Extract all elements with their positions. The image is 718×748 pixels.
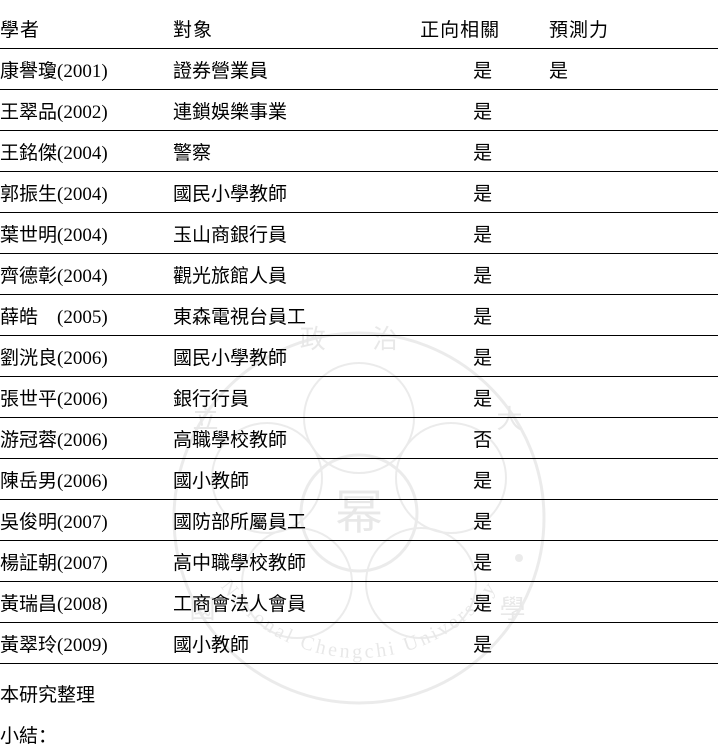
cell-scholar: 陳岳男(2006) (0, 459, 169, 500)
cell-scholar: 齊德彰(2004) (0, 254, 169, 295)
cell-prediction (549, 377, 718, 418)
cell-correlation: 是 (380, 377, 549, 418)
cell-subject: 高中職學校教師 (169, 541, 380, 582)
table-row: 薛皓 (2005)東森電視台員工是 (0, 295, 718, 336)
footer-section: 小結： (0, 721, 718, 748)
cell-subject: 高職學校教師 (169, 418, 380, 459)
cell-scholar: 王翠品(2002) (0, 90, 169, 131)
cell-scholar: 楊証朝(2007) (0, 541, 169, 582)
cell-correlation: 是 (380, 90, 549, 131)
cell-prediction (549, 172, 718, 213)
cell-scholar: 黃瑞昌(2008) (0, 582, 169, 623)
header-correlation: 正向相關 (380, 8, 549, 49)
cell-prediction (549, 254, 718, 295)
table-row: 劉洸良(2006)國民小學教師是 (0, 336, 718, 377)
cell-correlation: 是 (380, 49, 549, 90)
cell-prediction (549, 582, 718, 623)
cell-prediction (549, 459, 718, 500)
table-row: 陳岳男(2006)國小教師是 (0, 459, 718, 500)
cell-prediction (549, 131, 718, 172)
cell-correlation: 是 (380, 295, 549, 336)
cell-prediction (549, 90, 718, 131)
cell-prediction (549, 295, 718, 336)
header-scholar: 學者 (0, 8, 169, 49)
cell-correlation: 是 (380, 582, 549, 623)
cell-correlation: 是 (380, 459, 549, 500)
cell-subject: 警察 (169, 131, 380, 172)
cell-correlation: 是 (380, 172, 549, 213)
cell-scholar: 薛皓 (2005) (0, 295, 169, 336)
cell-correlation: 是 (380, 500, 549, 541)
table-row: 游冠蓉(2006)高職學校教師否 (0, 418, 718, 459)
cell-prediction: 是 (549, 49, 718, 90)
cell-prediction (549, 418, 718, 459)
table-row: 王銘傑(2004)警察是 (0, 131, 718, 172)
table-row: 王翠品(2002)連鎖娛樂事業是 (0, 90, 718, 131)
table-row: 郭振生(2004)國民小學教師是 (0, 172, 718, 213)
table-row: 康譽瓊(2001)證券營業員是是 (0, 49, 718, 90)
table-row: 張世平(2006)銀行行員是 (0, 377, 718, 418)
cell-prediction (549, 541, 718, 582)
cell-subject: 國民小學教師 (169, 172, 380, 213)
cell-scholar: 黃翠玲(2009) (0, 623, 169, 664)
cell-subject: 觀光旅館人員 (169, 254, 380, 295)
cell-subject: 玉山商銀行員 (169, 213, 380, 254)
research-summary-table: 學者 對象 正向相關 預測力 康譽瓊(2001)證券營業員是是王翠品(2002)… (0, 8, 718, 664)
cell-scholar: 王銘傑(2004) (0, 131, 169, 172)
cell-subject: 證券營業員 (169, 49, 380, 90)
header-subject: 對象 (169, 8, 380, 49)
cell-prediction (549, 500, 718, 541)
table-row: 吳俊明(2007)國防部所屬員工是 (0, 500, 718, 541)
cell-prediction (549, 623, 718, 664)
cell-subject: 東森電視台員工 (169, 295, 380, 336)
cell-subject: 國民小學教師 (169, 336, 380, 377)
table-row: 黃瑞昌(2008)工商會法人會員是 (0, 582, 718, 623)
cell-subject: 國小教師 (169, 623, 380, 664)
header-prediction: 預測力 (549, 8, 718, 49)
cell-correlation: 是 (380, 336, 549, 377)
table-row: 葉世明(2004)玉山商銀行員是 (0, 213, 718, 254)
table-header-row: 學者 對象 正向相關 預測力 (0, 8, 718, 49)
cell-scholar: 郭振生(2004) (0, 172, 169, 213)
footer-source: 本研究整理 (0, 680, 718, 707)
cell-correlation: 是 (380, 254, 549, 295)
cell-scholar: 張世平(2006) (0, 377, 169, 418)
cell-scholar: 康譽瓊(2001) (0, 49, 169, 90)
cell-prediction (549, 213, 718, 254)
cell-subject: 工商會法人會員 (169, 582, 380, 623)
cell-correlation: 是 (380, 131, 549, 172)
table-row: 楊証朝(2007)高中職學校教師是 (0, 541, 718, 582)
cell-correlation: 否 (380, 418, 549, 459)
cell-subject: 連鎖娛樂事業 (169, 90, 380, 131)
table-row: 黃翠玲(2009)國小教師是 (0, 623, 718, 664)
cell-correlation: 是 (380, 623, 549, 664)
cell-prediction (549, 336, 718, 377)
cell-subject: 國防部所屬員工 (169, 500, 380, 541)
cell-scholar: 葉世明(2004) (0, 213, 169, 254)
cell-scholar: 游冠蓉(2006) (0, 418, 169, 459)
cell-subject: 國小教師 (169, 459, 380, 500)
cell-scholar: 吳俊明(2007) (0, 500, 169, 541)
cell-correlation: 是 (380, 213, 549, 254)
table-row: 齊德彰(2004)觀光旅館人員是 (0, 254, 718, 295)
cell-correlation: 是 (380, 541, 549, 582)
cell-subject: 銀行行員 (169, 377, 380, 418)
cell-scholar: 劉洸良(2006) (0, 336, 169, 377)
